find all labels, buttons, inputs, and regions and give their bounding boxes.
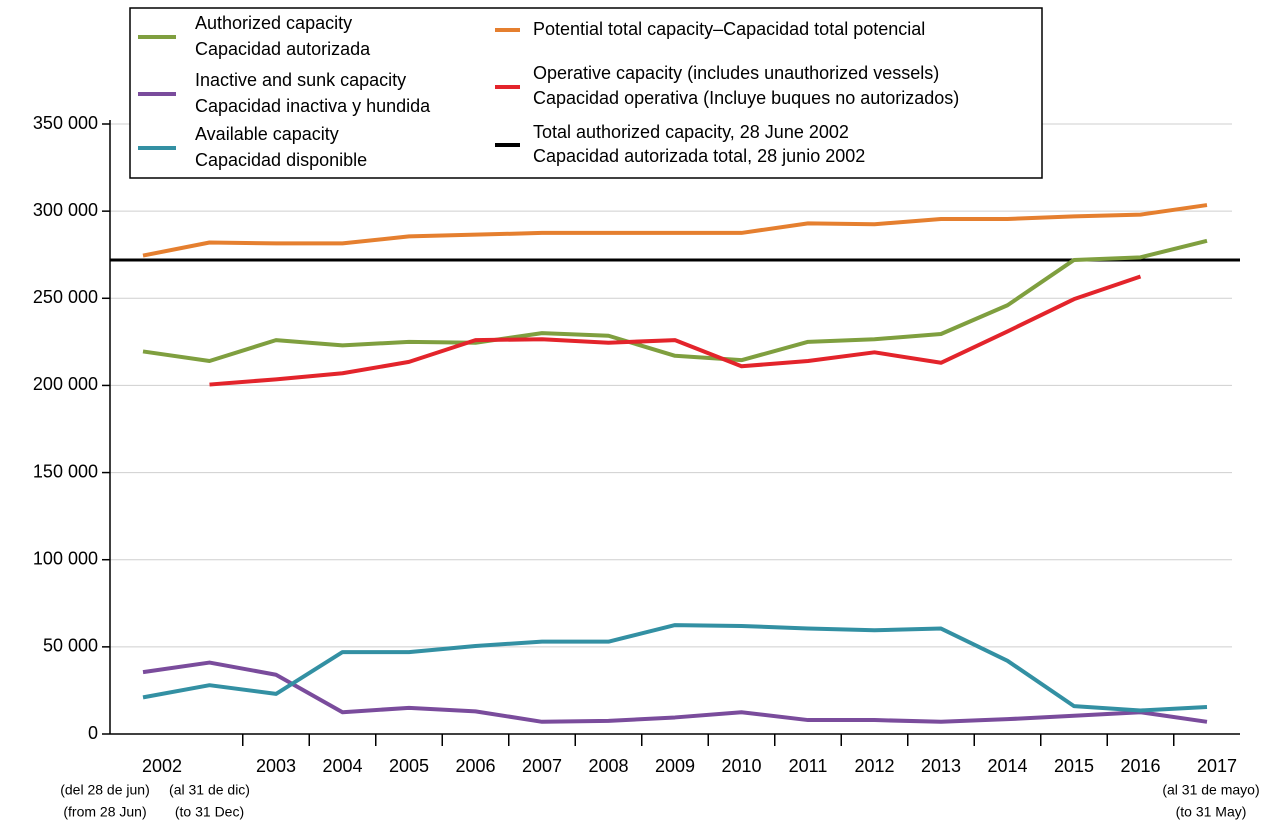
y-tick-label: 0: [88, 723, 98, 743]
x-tick-label: 2006: [455, 756, 495, 776]
x-tick-note: (to 31 May): [1176, 804, 1247, 820]
x-tick-label: 2016: [1120, 756, 1160, 776]
y-tick-label: 200 000: [33, 374, 98, 394]
x-tick-label: 2003: [256, 756, 296, 776]
x-tick-note: (from 28 Jun): [63, 804, 146, 820]
y-tick-label: 250 000: [33, 287, 98, 307]
x-tick-label: 2007: [522, 756, 562, 776]
legend-label: Capacidad autorizada: [195, 39, 371, 59]
x-tick-label: 2009: [655, 756, 695, 776]
x-tick-label: 2010: [721, 756, 761, 776]
x-tick-label: 2011: [789, 756, 828, 776]
legend-label: Authorized capacity: [195, 13, 352, 33]
x-tick-label: 2004: [322, 756, 362, 776]
legend-label: Total authorized capacity, 28 June 2002: [533, 122, 849, 142]
y-tick-label: 50 000: [43, 636, 98, 656]
legend-label: Capacidad disponible: [195, 150, 367, 170]
legend-label: Available capacity: [195, 124, 339, 144]
y-tick-label: 150 000: [33, 461, 98, 481]
x-tick-note: (al 31 de dic): [169, 782, 250, 798]
x-tick-label: 2014: [987, 756, 1027, 776]
series-line: [142, 660, 1208, 724]
series-line: [142, 238, 1208, 364]
legend-label: Potential total capacity–Capacidad total…: [533, 19, 925, 39]
legend-label: Inactive and sunk capacity: [195, 70, 406, 90]
x-tick-label: 2008: [588, 756, 628, 776]
x-tick-note: (al 31 de mayo): [1162, 782, 1259, 798]
legend-box: [129, 7, 1043, 179]
y-tick-label: 350 000: [33, 113, 98, 133]
y-tick-label: 100 000: [33, 548, 98, 568]
y-tick-label: 300 000: [33, 200, 98, 220]
series-line: [142, 623, 1208, 713]
x-tick-label: 2012: [854, 756, 894, 776]
series-line: [142, 203, 1208, 258]
x-tick-label: 2017: [1197, 756, 1237, 776]
x-tick-label: 2002: [142, 756, 182, 776]
legend-label: Capacidad inactiva y hundida: [195, 96, 431, 116]
x-tick-label: 2005: [389, 756, 429, 776]
x-tick-note: (del 28 de jun): [60, 782, 150, 798]
x-tick-note: (to 31 Dec): [175, 804, 244, 820]
x-tick-label: 2015: [1054, 756, 1094, 776]
series-line: [209, 274, 1142, 387]
x-tick-label: 2013: [921, 756, 961, 776]
legend-label: Capacidad operativa (Incluye buques no a…: [533, 88, 959, 108]
legend-label: Operative capacity (includes unauthorize…: [533, 63, 939, 83]
legend-label: Capacidad autorizada total, 28 junio 200…: [533, 146, 865, 166]
